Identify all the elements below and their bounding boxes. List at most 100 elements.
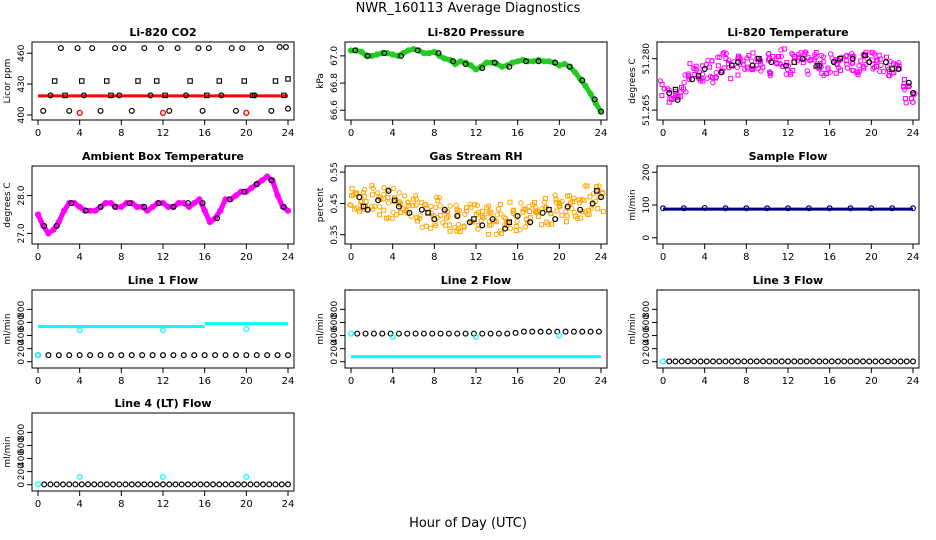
plot-frame [344, 165, 608, 245]
series-0-point [196, 196, 203, 203]
series-0-point [735, 72, 741, 78]
series-0-point [713, 75, 719, 81]
series-0-point [803, 358, 810, 365]
series-1-point [126, 200, 133, 207]
series-0-point [210, 481, 217, 488]
series-0-point [235, 481, 242, 488]
series-0-point [374, 190, 381, 196]
series-1-point [826, 205, 833, 212]
series-1-point [160, 473, 167, 480]
x-tick-label: 16 [198, 376, 211, 387]
x-tick-label: 0 [348, 252, 354, 263]
series-0-point [805, 71, 811, 77]
series-0-point [47, 481, 54, 488]
series-0-point [836, 65, 842, 71]
series-0-point [880, 68, 887, 75]
y-tick-label: 430 [17, 75, 27, 92]
series-2-point [285, 105, 292, 112]
series-0-point [468, 204, 474, 210]
y-axis-label: ml/min [3, 436, 13, 467]
series-1-point [282, 44, 289, 51]
series-0-point [419, 224, 425, 230]
page-title: NWR_160113 Average Diagnostics [355, 1, 581, 16]
series-1-point [502, 225, 509, 232]
series-3-point [135, 78, 141, 84]
series-0-point [866, 358, 873, 365]
y-tick-label: 600 [17, 314, 27, 331]
series-2-point [425, 210, 431, 216]
series-0-point [587, 90, 594, 98]
series-0-point [41, 481, 48, 488]
series-1-point [112, 203, 119, 210]
y-tick-label: 100 [642, 196, 652, 213]
series-2-point [695, 73, 702, 79]
panel-title: Li-820 CO2 [129, 26, 196, 39]
series-0-point [797, 358, 804, 365]
series-0-point [910, 99, 916, 105]
series-1-point [466, 219, 473, 226]
series-1-point [539, 209, 546, 216]
series-3-point [51, 78, 58, 84]
series-2-point [182, 92, 189, 99]
series-0-point [352, 190, 359, 196]
series-0-point [891, 358, 898, 365]
series-3-point [160, 352, 167, 359]
series-0-point [903, 358, 910, 365]
series-0-point [514, 218, 520, 225]
series-0-point [813, 54, 819, 61]
series-0-point [372, 203, 378, 210]
y-tick-label: 460 [17, 44, 27, 61]
series-0-point [446, 56, 454, 64]
series-0-point [401, 193, 408, 199]
series-0-point [587, 328, 594, 335]
series-0-point [464, 208, 470, 214]
series-0-point [479, 330, 486, 337]
series-4-point [34, 352, 41, 359]
series-0-point [217, 207, 224, 214]
series-0-point [903, 100, 909, 106]
series-0-point [586, 211, 592, 218]
x-tick-label: 24 [595, 128, 608, 139]
series-3-point [212, 352, 219, 359]
series-2-point [218, 92, 225, 99]
series-0-point [858, 58, 864, 64]
series-0-point [247, 481, 254, 488]
series-0-point [512, 329, 519, 336]
series-0-point [544, 219, 550, 225]
series-1-point [82, 207, 89, 214]
series-0-point [178, 481, 185, 488]
y-tick-label: 400 [330, 327, 340, 344]
data-layer [34, 173, 292, 237]
series-0-point [389, 215, 396, 222]
x-tick-label: 8 [118, 128, 124, 139]
series-3-point [216, 78, 223, 84]
series-0-point [413, 196, 419, 202]
series-0-point [816, 65, 822, 72]
series-0-point [507, 225, 514, 231]
series-0-point [790, 68, 796, 74]
series-0-point [747, 358, 754, 365]
series-0-point [841, 358, 848, 365]
y-tick-label: 800 [642, 301, 652, 318]
series-0-point [485, 203, 492, 209]
series-0-point [476, 222, 482, 228]
series-1-point [356, 194, 363, 201]
series-0-point [405, 200, 411, 206]
series-0-point [896, 60, 902, 66]
series-0-point [260, 481, 267, 488]
series-0-point [901, 86, 908, 93]
data-layer [659, 204, 916, 212]
plot-frame [31, 41, 295, 121]
series-0-point [877, 68, 883, 75]
series-0-point [97, 481, 104, 488]
series-0-point [50, 226, 57, 233]
series-1-point [564, 203, 571, 210]
series-2-point [837, 55, 843, 62]
series-0-point [284, 207, 292, 214]
series-0-point [396, 190, 402, 196]
x-tick-label: 0 [348, 128, 354, 139]
series-0-point [447, 203, 453, 209]
series-1-point [514, 212, 521, 219]
series-1-point [280, 203, 287, 210]
series-0-point [692, 65, 698, 72]
